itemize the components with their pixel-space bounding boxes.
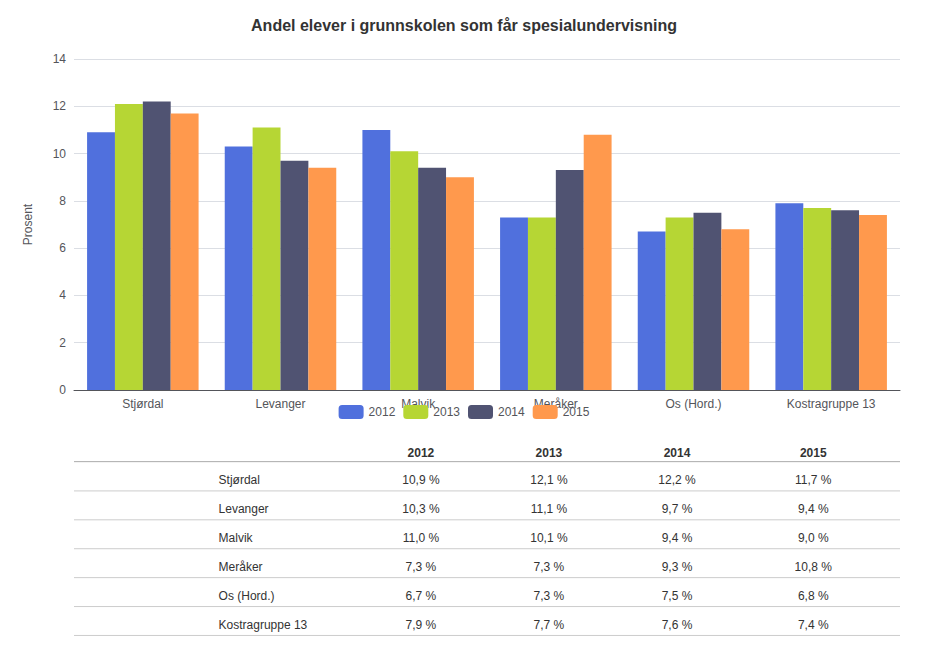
svg-text:9,3 %: 9,3 % [662,560,693,574]
svg-text:9,7 %: 9,7 % [662,502,693,516]
svg-text:7,3 %: 7,3 % [534,560,565,574]
svg-text:Prosent: Prosent [21,203,35,245]
svg-text:7,4 %: 7,4 % [798,618,829,632]
svg-text:Levanger: Levanger [255,397,305,411]
svg-text:10,8 %: 10,8 % [795,560,833,574]
svg-text:2012: 2012 [408,446,435,460]
svg-text:10,9 %: 10,9 % [402,473,440,487]
svg-text:7,9 %: 7,9 % [406,618,437,632]
svg-text:12,1 %: 12,1 % [530,473,568,487]
svg-text:2014: 2014 [498,405,525,419]
svg-text:6: 6 [59,241,66,255]
svg-text:11,1 %: 11,1 % [531,502,568,516]
svg-text:Os (Hord.): Os (Hord.) [219,589,275,603]
svg-text:7,5 %: 7,5 % [662,589,693,603]
svg-text:7,6 %: 7,6 % [662,618,693,632]
svg-text:Stjørdal: Stjørdal [122,397,163,411]
svg-text:7,7 %: 7,7 % [534,618,565,632]
svg-text:Malvik: Malvik [219,531,254,545]
svg-text:8: 8 [59,194,66,208]
svg-text:7,3 %: 7,3 % [534,589,565,603]
svg-text:12,2 %: 12,2 % [658,473,696,487]
svg-text:2015: 2015 [800,446,827,460]
svg-text:9,0 %: 9,0 % [798,531,829,545]
svg-text:2014: 2014 [664,446,691,460]
svg-text:Levanger: Levanger [219,502,269,516]
svg-text:2013: 2013 [536,446,563,460]
svg-text:Kostragruppe 13: Kostragruppe 13 [219,618,308,632]
svg-text:12: 12 [53,99,67,113]
svg-text:6,7 %: 6,7 % [406,589,437,603]
svg-text:2015: 2015 [563,405,590,419]
svg-text:Kostragruppe 13: Kostragruppe 13 [787,397,876,411]
svg-text:2012: 2012 [369,405,396,419]
svg-text:11,0 %: 11,0 % [403,531,440,545]
svg-text:6,8 %: 6,8 % [798,589,829,603]
svg-text:9,4 %: 9,4 % [662,531,693,545]
svg-text:Malvik: Malvik [401,397,436,411]
svg-text:Meråker: Meråker [219,560,263,574]
svg-text:10,1 %: 10,1 % [530,531,568,545]
svg-text:9,4 %: 9,4 % [798,502,829,516]
svg-text:Andel elever i grunnskolen som: Andel elever i grunnskolen som får spesi… [251,17,677,34]
svg-text:11,7 %: 11,7 % [795,473,832,487]
svg-text:10,3 %: 10,3 % [402,502,440,516]
svg-text:14: 14 [53,52,67,66]
svg-text:Meråker: Meråker [533,397,578,411]
svg-text:4: 4 [59,288,66,302]
svg-text:2013: 2013 [433,405,460,419]
svg-text:0: 0 [59,383,66,397]
svg-text:7,3 %: 7,3 % [406,560,437,574]
svg-text:2: 2 [59,336,66,350]
svg-text:Os (Hord.): Os (Hord.) [665,397,721,411]
svg-text:Stjørdal: Stjørdal [219,473,260,487]
svg-text:10: 10 [53,147,67,161]
